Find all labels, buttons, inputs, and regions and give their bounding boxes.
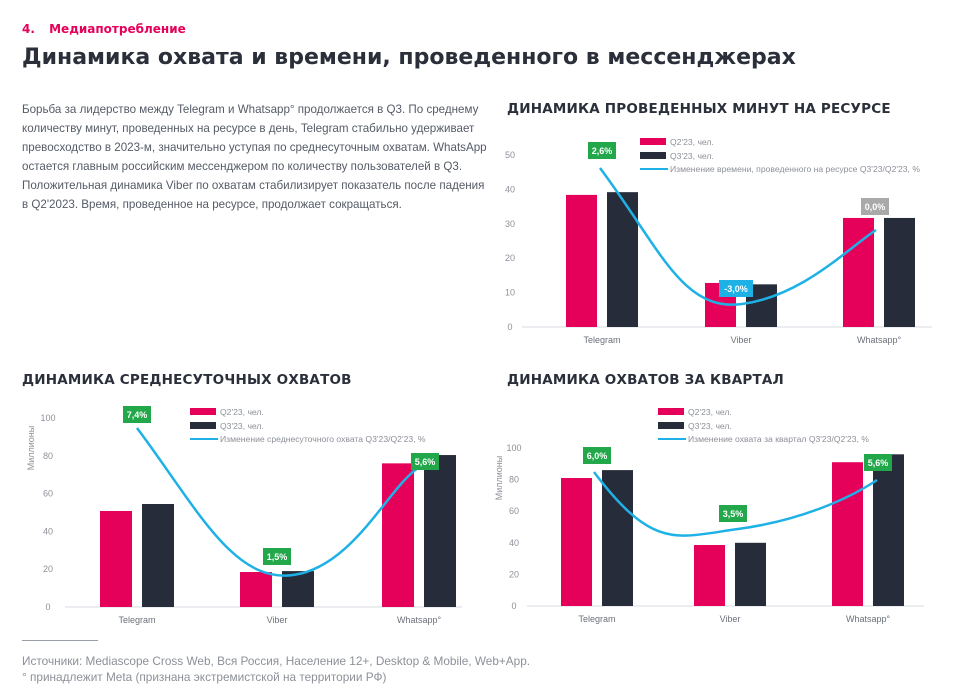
footer-note: ° принадлежит Meta (признана экстремистс… — [22, 670, 387, 684]
bar-q2-0 — [100, 510, 132, 607]
change-label: 6,0% — [587, 451, 608, 461]
category-label: Telegram — [578, 614, 615, 624]
change-label: 0,0% — [865, 202, 886, 212]
y-tick-label: 40 — [509, 538, 519, 548]
chart-title-minutes: ДИНАМИКА ПРОВЕДЕННЫХ МИНУТ НА РЕСУРСЕ — [507, 101, 891, 117]
change-label-box — [719, 505, 747, 522]
change-label-box — [263, 548, 291, 565]
y-tick-label: 60 — [509, 506, 519, 516]
y-tick-label: 80 — [509, 475, 519, 485]
section-number: 4. — [22, 22, 35, 36]
bar-q2-1 — [240, 572, 272, 607]
legend-label: Q3'23, чел. — [220, 421, 264, 431]
y-tick-label: 10 — [505, 288, 515, 298]
change-line — [598, 167, 877, 306]
change-label: 7,4% — [127, 410, 148, 420]
bar-q2-1 — [694, 545, 725, 606]
y-tick-label: 40 — [43, 526, 53, 536]
category-label: Whatsapp° — [846, 614, 891, 624]
y-tick-label: 0 — [507, 322, 512, 332]
legend-swatch-q3 — [190, 422, 216, 429]
change-line — [593, 471, 878, 537]
change-label: 5,6% — [868, 458, 889, 468]
change-label-box — [123, 406, 151, 423]
bar-q2-2 — [832, 462, 863, 606]
change-label: 1,5% — [267, 552, 288, 562]
legend-swatch-q2 — [658, 408, 684, 415]
y-axis-label: Миллионы — [494, 456, 504, 501]
y-tick-label: 20 — [43, 564, 53, 574]
category-label: Viber — [731, 335, 752, 345]
y-tick-label: 20 — [509, 569, 519, 579]
section-label: 4. Медиапотребление — [22, 22, 186, 36]
chart-title-daily: ДИНАМИКА СРЕДНЕСУТОЧНЫХ ОХВАТОВ — [22, 372, 352, 388]
bar-q3-2 — [424, 455, 456, 607]
section-name: Медиапотребление — [49, 22, 186, 36]
change-label-box — [583, 447, 611, 464]
change-label-box — [411, 453, 439, 470]
footer-divider — [22, 640, 98, 641]
bar-q2-0 — [566, 194, 597, 327]
legend-label: Q2'23, чел. — [688, 407, 732, 417]
change-line — [135, 427, 419, 577]
legend-swatch-q2 — [190, 408, 216, 415]
change-label: -3,0% — [724, 284, 748, 294]
category-label: Viber — [720, 614, 741, 624]
bar-q3-0 — [602, 470, 633, 606]
change-label-box — [864, 454, 892, 471]
bar-q3-0 — [607, 192, 638, 327]
intro-paragraph: Борьба за лидерство между Telegram и Wha… — [22, 103, 487, 211]
change-label: 5,6% — [415, 457, 436, 467]
footer-sources: Источники: Mediascope Cross Web, Вся Рос… — [22, 654, 531, 668]
category-label: Viber — [267, 615, 288, 625]
y-tick-label: 30 — [505, 219, 515, 229]
bar-q3-1 — [735, 542, 766, 606]
legend-label: Q2'23, чел. — [670, 137, 714, 147]
legend-label: Q3'23, чел. — [670, 151, 714, 161]
chart-daily-reach: 0 20 40 60 80 100 Миллионы Telegram Viber Whatsap… — [26, 406, 462, 625]
category-label: Telegram — [118, 615, 155, 625]
bar-q2-2 — [382, 463, 414, 607]
category-label: Whatsapp° — [397, 615, 442, 625]
y-axis-label: Миллионы — [26, 426, 36, 471]
y-tick-label: 0 — [511, 601, 516, 611]
legend-label: Изменение охвата за квартал Q3'23/Q2'23,… — [688, 434, 869, 444]
change-label: 2,6% — [592, 146, 613, 156]
legend-label: Q2'23, чел. — [220, 407, 264, 417]
chart-minutes: 0 10 20 30 40 50 Telegram Viber Whatsapp° 2,6% -3,… — [505, 137, 932, 345]
chart-title-quarter: ДИНАМИКА ОХВАТОВ ЗА КВАРТАЛ — [507, 372, 784, 388]
change-label-box — [719, 280, 753, 297]
change-label-box — [588, 142, 616, 159]
bar-q3-0 — [142, 503, 174, 607]
y-tick-label: 60 — [43, 489, 53, 499]
change-label: 3,5% — [723, 509, 744, 519]
y-tick-label: 100 — [506, 443, 521, 453]
bar-q3-1 — [282, 571, 314, 607]
legend-swatch-q3 — [658, 422, 684, 429]
bar-q3-2 — [873, 454, 904, 606]
category-label: Telegram — [583, 335, 620, 345]
y-tick-label: 0 — [45, 602, 50, 612]
y-tick-label: 40 — [505, 184, 515, 194]
footer: Источники: Mediascope Cross Web, Вся Рос… — [22, 653, 530, 685]
legend-label: Изменение среднесуточного охвата Q3'23/Q… — [220, 434, 426, 444]
y-tick-label: 100 — [40, 413, 55, 423]
bar-q3-2 — [884, 217, 915, 327]
y-tick-label: 20 — [505, 253, 515, 263]
page-title: Динамика охвата и времени, проведенного … — [22, 45, 796, 70]
legend-swatch-q3 — [640, 152, 666, 159]
y-tick-label: 80 — [43, 451, 53, 461]
change-label-box — [861, 198, 889, 215]
category-label: Whatsapp° — [857, 335, 902, 345]
y-tick-label: 50 — [505, 150, 515, 160]
bar-q2-0 — [561, 478, 592, 606]
legend-label: Изменение времени, проведенного на ресур… — [670, 164, 920, 174]
legend-label: Q3'23, чел. — [688, 421, 732, 431]
legend-swatch-q2 — [640, 138, 666, 145]
